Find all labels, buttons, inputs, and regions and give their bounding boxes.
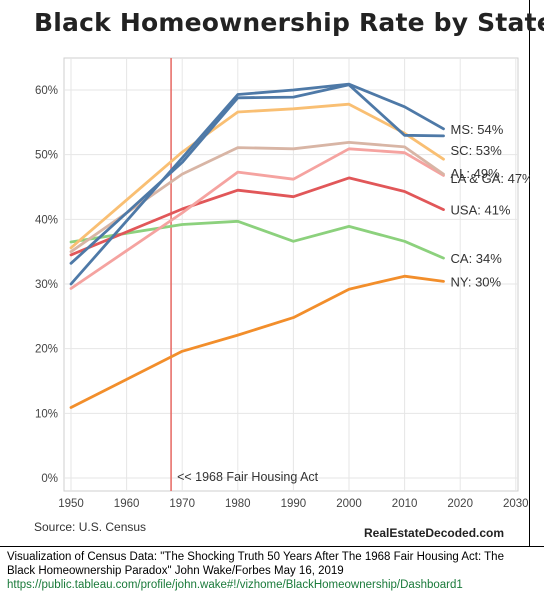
series-end-label: LA & GA: 47% [451, 171, 530, 186]
x-tick-label: 1970 [169, 498, 195, 510]
series-end-label: SC: 53% [451, 143, 503, 158]
x-tick-label: 2000 [336, 498, 362, 510]
chart-title: Black Homeownership Rate by State [34, 8, 544, 37]
series-line [69, 140, 445, 254]
x-tick-label: 2010 [392, 498, 418, 510]
site-credit: RealEstateDecoded.com [364, 526, 505, 540]
caption: Visualization of Census Data: "The Shock… [0, 546, 544, 595]
caption-line-1: Visualization of Census Data: "The Shock… [7, 551, 504, 563]
series-end-label: CA: 34% [451, 251, 503, 266]
series-end-label: USA: 41% [451, 203, 511, 218]
series-line [69, 102, 445, 250]
x-tick-label: 1960 [114, 498, 140, 510]
plot-border [63, 57, 519, 492]
y-tick-label: 40% [35, 214, 58, 226]
y-tick-label: 10% [35, 408, 58, 420]
chart-frame: Black Homeownership Rate by State 0% 10% 2… [34, 0, 544, 546]
x-tick-label: 2030 [503, 498, 529, 510]
x-tick-label: 1990 [281, 498, 307, 510]
source-note: Source: U.S. Census [34, 520, 147, 534]
series-end-label: MS: 54% [451, 122, 504, 137]
x-tick-label: 1980 [225, 498, 251, 510]
y-tick-label: 20% [35, 344, 58, 356]
series-end-label: NY: 30% [451, 274, 502, 289]
x-tick-label: 1950 [58, 498, 84, 510]
series-line [69, 219, 445, 260]
y-tick-label: 60% [35, 85, 58, 97]
y-tick-label: 0% [41, 473, 58, 485]
y-tick-label: 50% [35, 150, 58, 162]
plot-area: 0% 10% 20% 30% 40% 50% 60% 1950 1960 1970 1980 1990… [35, 57, 530, 510]
series-line [69, 147, 445, 290]
series-line [69, 176, 445, 257]
caption-line-2: Black Homeownership Paradox" John Wake/F… [7, 565, 344, 577]
fair-housing-label: << 1968 Fair Housing Act [177, 470, 319, 484]
y-tick-label: 30% [35, 279, 58, 291]
x-tick-label: 2020 [447, 498, 473, 510]
series-line [69, 274, 445, 409]
caption-link[interactable]: https://public.tableau.com/profile/john.… [7, 579, 463, 591]
series-end-label: AL: 49% [451, 166, 501, 181]
series-line [69, 82, 445, 286]
series-line [69, 83, 445, 265]
